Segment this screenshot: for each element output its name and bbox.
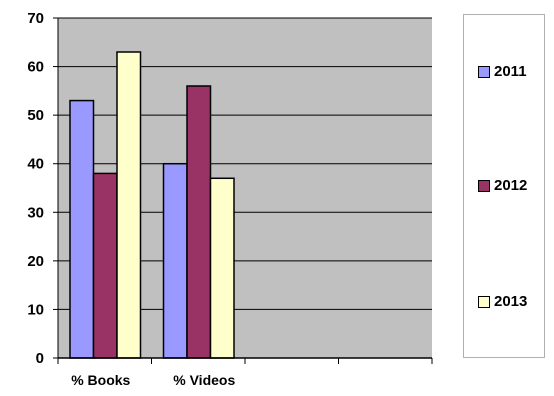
y-tick-label: 60: [27, 59, 44, 76]
bar-2013-2: [211, 178, 235, 358]
y-tick-label: 70: [27, 10, 44, 27]
y-tick-label: 40: [27, 156, 44, 173]
legend-item-2011: 2011: [478, 63, 527, 80]
legend-swatch-2011: [478, 66, 490, 78]
y-tick-label: 30: [27, 204, 44, 221]
legend-label-2013: 2013: [494, 293, 527, 310]
bar-2012-2: [187, 86, 211, 358]
y-tick-label: 50: [27, 107, 44, 124]
bar-2013-1: [117, 52, 141, 358]
legend: 2011 2012 2013: [463, 14, 545, 358]
y-tick-label: 20: [27, 253, 44, 270]
legend-label-2012: 2012: [494, 177, 527, 194]
legend-swatch-2013: [478, 296, 490, 308]
y-tick-label: 0: [36, 350, 44, 367]
legend-item-2012: 2012: [478, 177, 527, 194]
legend-swatch-2012: [478, 180, 490, 192]
legend-label-2011: 2011: [494, 63, 527, 80]
bar-2012-1: [94, 173, 118, 358]
x-category-label: % Videos: [173, 372, 235, 388]
bar-2011-1: [70, 101, 94, 358]
bar-2011-2: [164, 164, 188, 358]
y-tick-label: 10: [27, 301, 44, 318]
legend-item-2013: 2013: [478, 293, 527, 310]
x-category-label: % Books: [71, 372, 130, 388]
